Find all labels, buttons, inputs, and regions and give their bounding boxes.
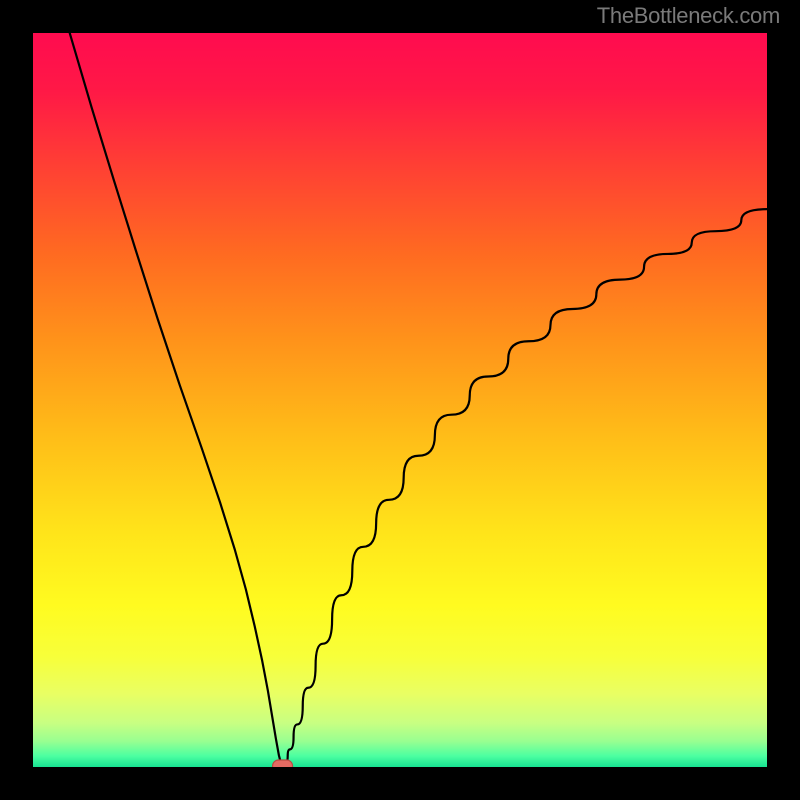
chart-frame: TheBottleneck.com [0, 0, 800, 800]
bottleneck-chart [0, 0, 800, 800]
watermark-text: TheBottleneck.com [597, 3, 780, 29]
